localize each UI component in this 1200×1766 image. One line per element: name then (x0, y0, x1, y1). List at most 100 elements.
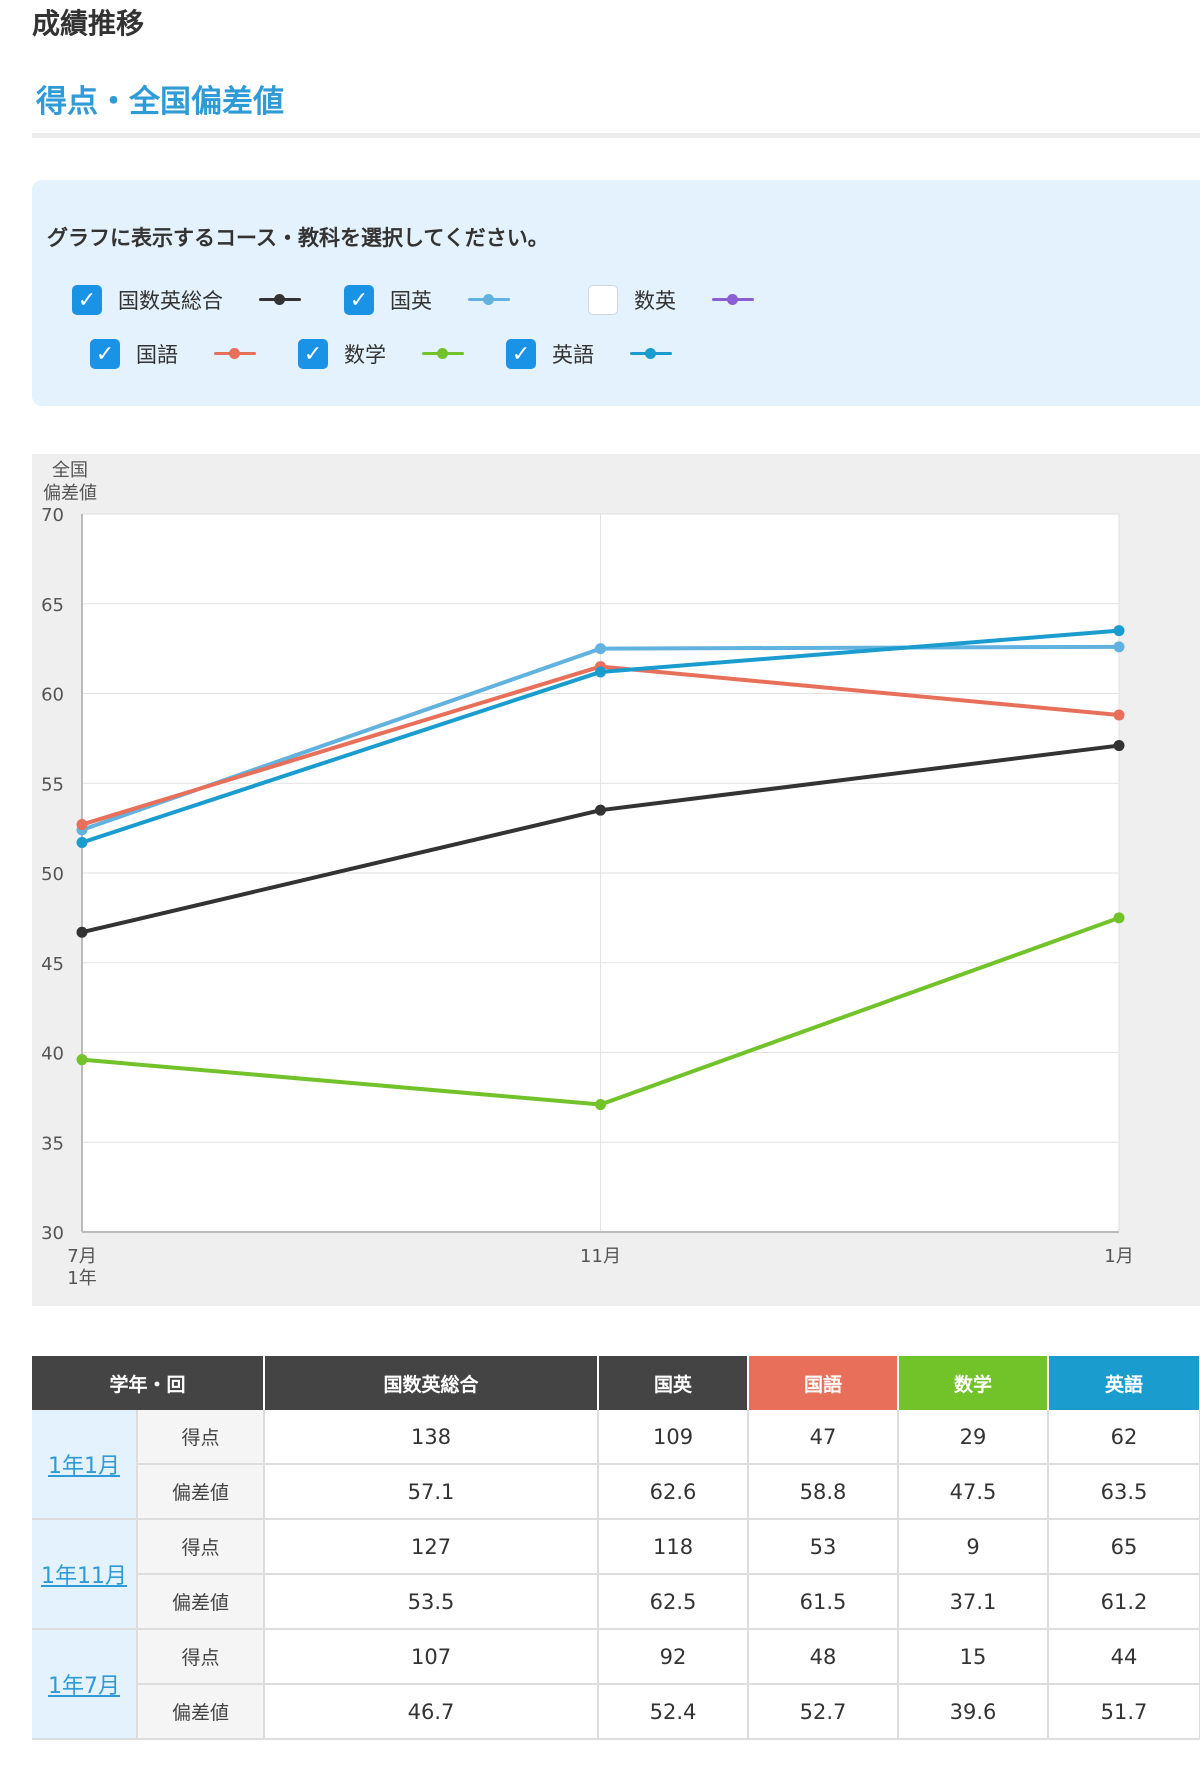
option-label: 数学 (344, 343, 386, 367)
y-axis-label: 全国 (52, 460, 88, 481)
y-tick-label: 50 (41, 864, 64, 885)
chart-panel: 30 35 40 45 50 55 60 65 70 7月 1年 11月 1月 全国 偏差値 (32, 454, 1200, 1306)
check-icon: ✓ (349, 287, 369, 313)
checkbox-suei[interactable]: ✓ (588, 285, 618, 315)
value-cell: 48 (748, 1629, 900, 1685)
x-tick-sublabel: 1年 (67, 1268, 96, 1289)
value-cell: 44 (1048, 1629, 1200, 1685)
x-tick-label: 11月 (580, 1246, 621, 1267)
column-header: 国数英総合 (264, 1356, 600, 1410)
column-header: 国英 (598, 1356, 750, 1410)
page-title: 成績推移 (32, 7, 145, 40)
data-point (76, 1054, 88, 1066)
table-row: 1年7月 得点 107 92 48 15 44 (32, 1629, 1200, 1740)
option-kokugo[interactable]: ✓ 国語 (90, 336, 256, 372)
data-point (1113, 709, 1125, 721)
option-suei[interactable]: ✓ 数英 (588, 282, 754, 318)
data-point (595, 666, 606, 678)
value-cell: 63.5 (1048, 1464, 1200, 1520)
checkbox-sugaku[interactable]: ✓ (298, 339, 328, 369)
value-cell: 118 (598, 1519, 750, 1575)
y-tick-label: 60 (41, 685, 64, 706)
column-header: 学年・回 (32, 1356, 266, 1410)
y-tick-label: 35 (41, 1133, 64, 1154)
value-cell: 15 (898, 1629, 1050, 1685)
y-axis-label: 偏差値 (43, 483, 97, 504)
checkbox-kokuei[interactable]: ✓ (344, 285, 374, 315)
period-link[interactable]: 1年7月 (48, 1674, 120, 1699)
option-label: 国英 (390, 289, 432, 313)
legend-swatch-icon (422, 348, 464, 360)
value-cell: 62.6 (598, 1464, 750, 1520)
y-tick-label: 30 (41, 1223, 64, 1244)
period-cell[interactable]: 1年11月 (32, 1519, 138, 1630)
value-cell: 51.7 (1048, 1684, 1200, 1740)
option-label: 英語 (552, 343, 594, 367)
data-point (76, 836, 88, 848)
legend-swatch-icon (712, 294, 754, 306)
divider (32, 133, 1200, 138)
series-国数英総合 (76, 740, 1125, 938)
y-tick-label: 70 (41, 505, 64, 526)
value-cell: 39.6 (898, 1684, 1050, 1740)
legend-swatch-icon (630, 348, 672, 360)
check-icon: ✓ (95, 341, 115, 367)
option-eigo[interactable]: ✓ 英語 (506, 336, 672, 372)
row-type-label: 得点 (137, 1410, 266, 1465)
legend-swatch-icon (468, 294, 510, 306)
option-kokuei[interactable]: ✓ 国英 (344, 282, 510, 318)
data-point (595, 643, 606, 655)
section-title: 得点・全国偏差値 (36, 84, 284, 120)
legend-swatch-icon (214, 348, 256, 360)
value-cell: 57.1 (264, 1464, 600, 1520)
value-cell: 9 (898, 1519, 1050, 1575)
table-header-row: 学年・回 国数英総合 国英 国語 数学 英語 (32, 1356, 1200, 1410)
series-selector-panel: グラフに表示するコース・教科を選択してください。 ✓ 国数英総合 ✓ 国英 ✓ … (32, 180, 1200, 406)
option-sugaku[interactable]: ✓ 数学 (298, 336, 464, 372)
y-tick-label: 40 (41, 1044, 64, 1065)
data-point (1113, 740, 1125, 752)
option-label: 数英 (634, 289, 676, 313)
score-table: 学年・回 国数英総合 国英 国語 数学 英語 1年1月 得点 138 109 47 29 62 偏差値 5… (32, 1356, 1200, 1740)
x-tick-label: 1月 (1104, 1246, 1133, 1267)
y-tick-label: 55 (41, 774, 64, 795)
value-cell: 53 (748, 1519, 900, 1575)
period-link[interactable]: 1年11月 (41, 1564, 127, 1589)
period-cell[interactable]: 1年1月 (32, 1410, 138, 1520)
column-header: 国語 (748, 1356, 900, 1410)
period-link[interactable]: 1年1月 (48, 1454, 120, 1479)
value-cell: 109 (598, 1410, 750, 1465)
check-icon: ✓ (303, 341, 323, 367)
data-point (76, 926, 88, 938)
value-cell: 138 (264, 1410, 600, 1465)
x-tick-label: 7月 (67, 1246, 96, 1267)
table-row: 偏差値 46.7 52.4 52.7 39.6 51.7 (32, 1684, 1200, 1740)
selector-prompt: グラフに表示するコース・教科を選択してください。 (47, 226, 549, 250)
value-cell: 46.7 (264, 1684, 600, 1740)
value-cell: 62 (1048, 1410, 1200, 1465)
series-数学 (76, 912, 1125, 1111)
check-icon: ✓ (77, 287, 97, 313)
checkbox-kokusueisogo[interactable]: ✓ (72, 285, 102, 315)
check-icon: ✓ (511, 341, 531, 367)
value-cell: 52.4 (598, 1684, 750, 1740)
option-label: 国数英総合 (118, 289, 223, 313)
table-row: 偏差値 57.1 62.6 58.8 47.5 63.5 (32, 1464, 1200, 1520)
row-type-label: 得点 (137, 1519, 266, 1575)
row-type-label: 偏差値 (137, 1684, 266, 1740)
option-kokusueisogo[interactable]: ✓ 国数英総合 (72, 282, 301, 318)
column-header: 数学 (898, 1356, 1050, 1410)
value-cell: 127 (264, 1519, 600, 1575)
row-type-label: 偏差値 (137, 1464, 266, 1520)
table-row: 1年11月 得点 127 118 53 9 65 (32, 1519, 1200, 1630)
value-cell: 47 (748, 1410, 900, 1465)
row-type-label: 偏差値 (137, 1574, 266, 1630)
period-cell[interactable]: 1年7月 (32, 1629, 138, 1740)
value-cell: 92 (598, 1629, 750, 1685)
checkbox-kokugo[interactable]: ✓ (90, 339, 120, 369)
value-cell: 52.7 (748, 1684, 900, 1740)
data-point (1113, 625, 1125, 637)
checkbox-eigo[interactable]: ✓ (506, 339, 536, 369)
data-point (595, 1099, 606, 1111)
